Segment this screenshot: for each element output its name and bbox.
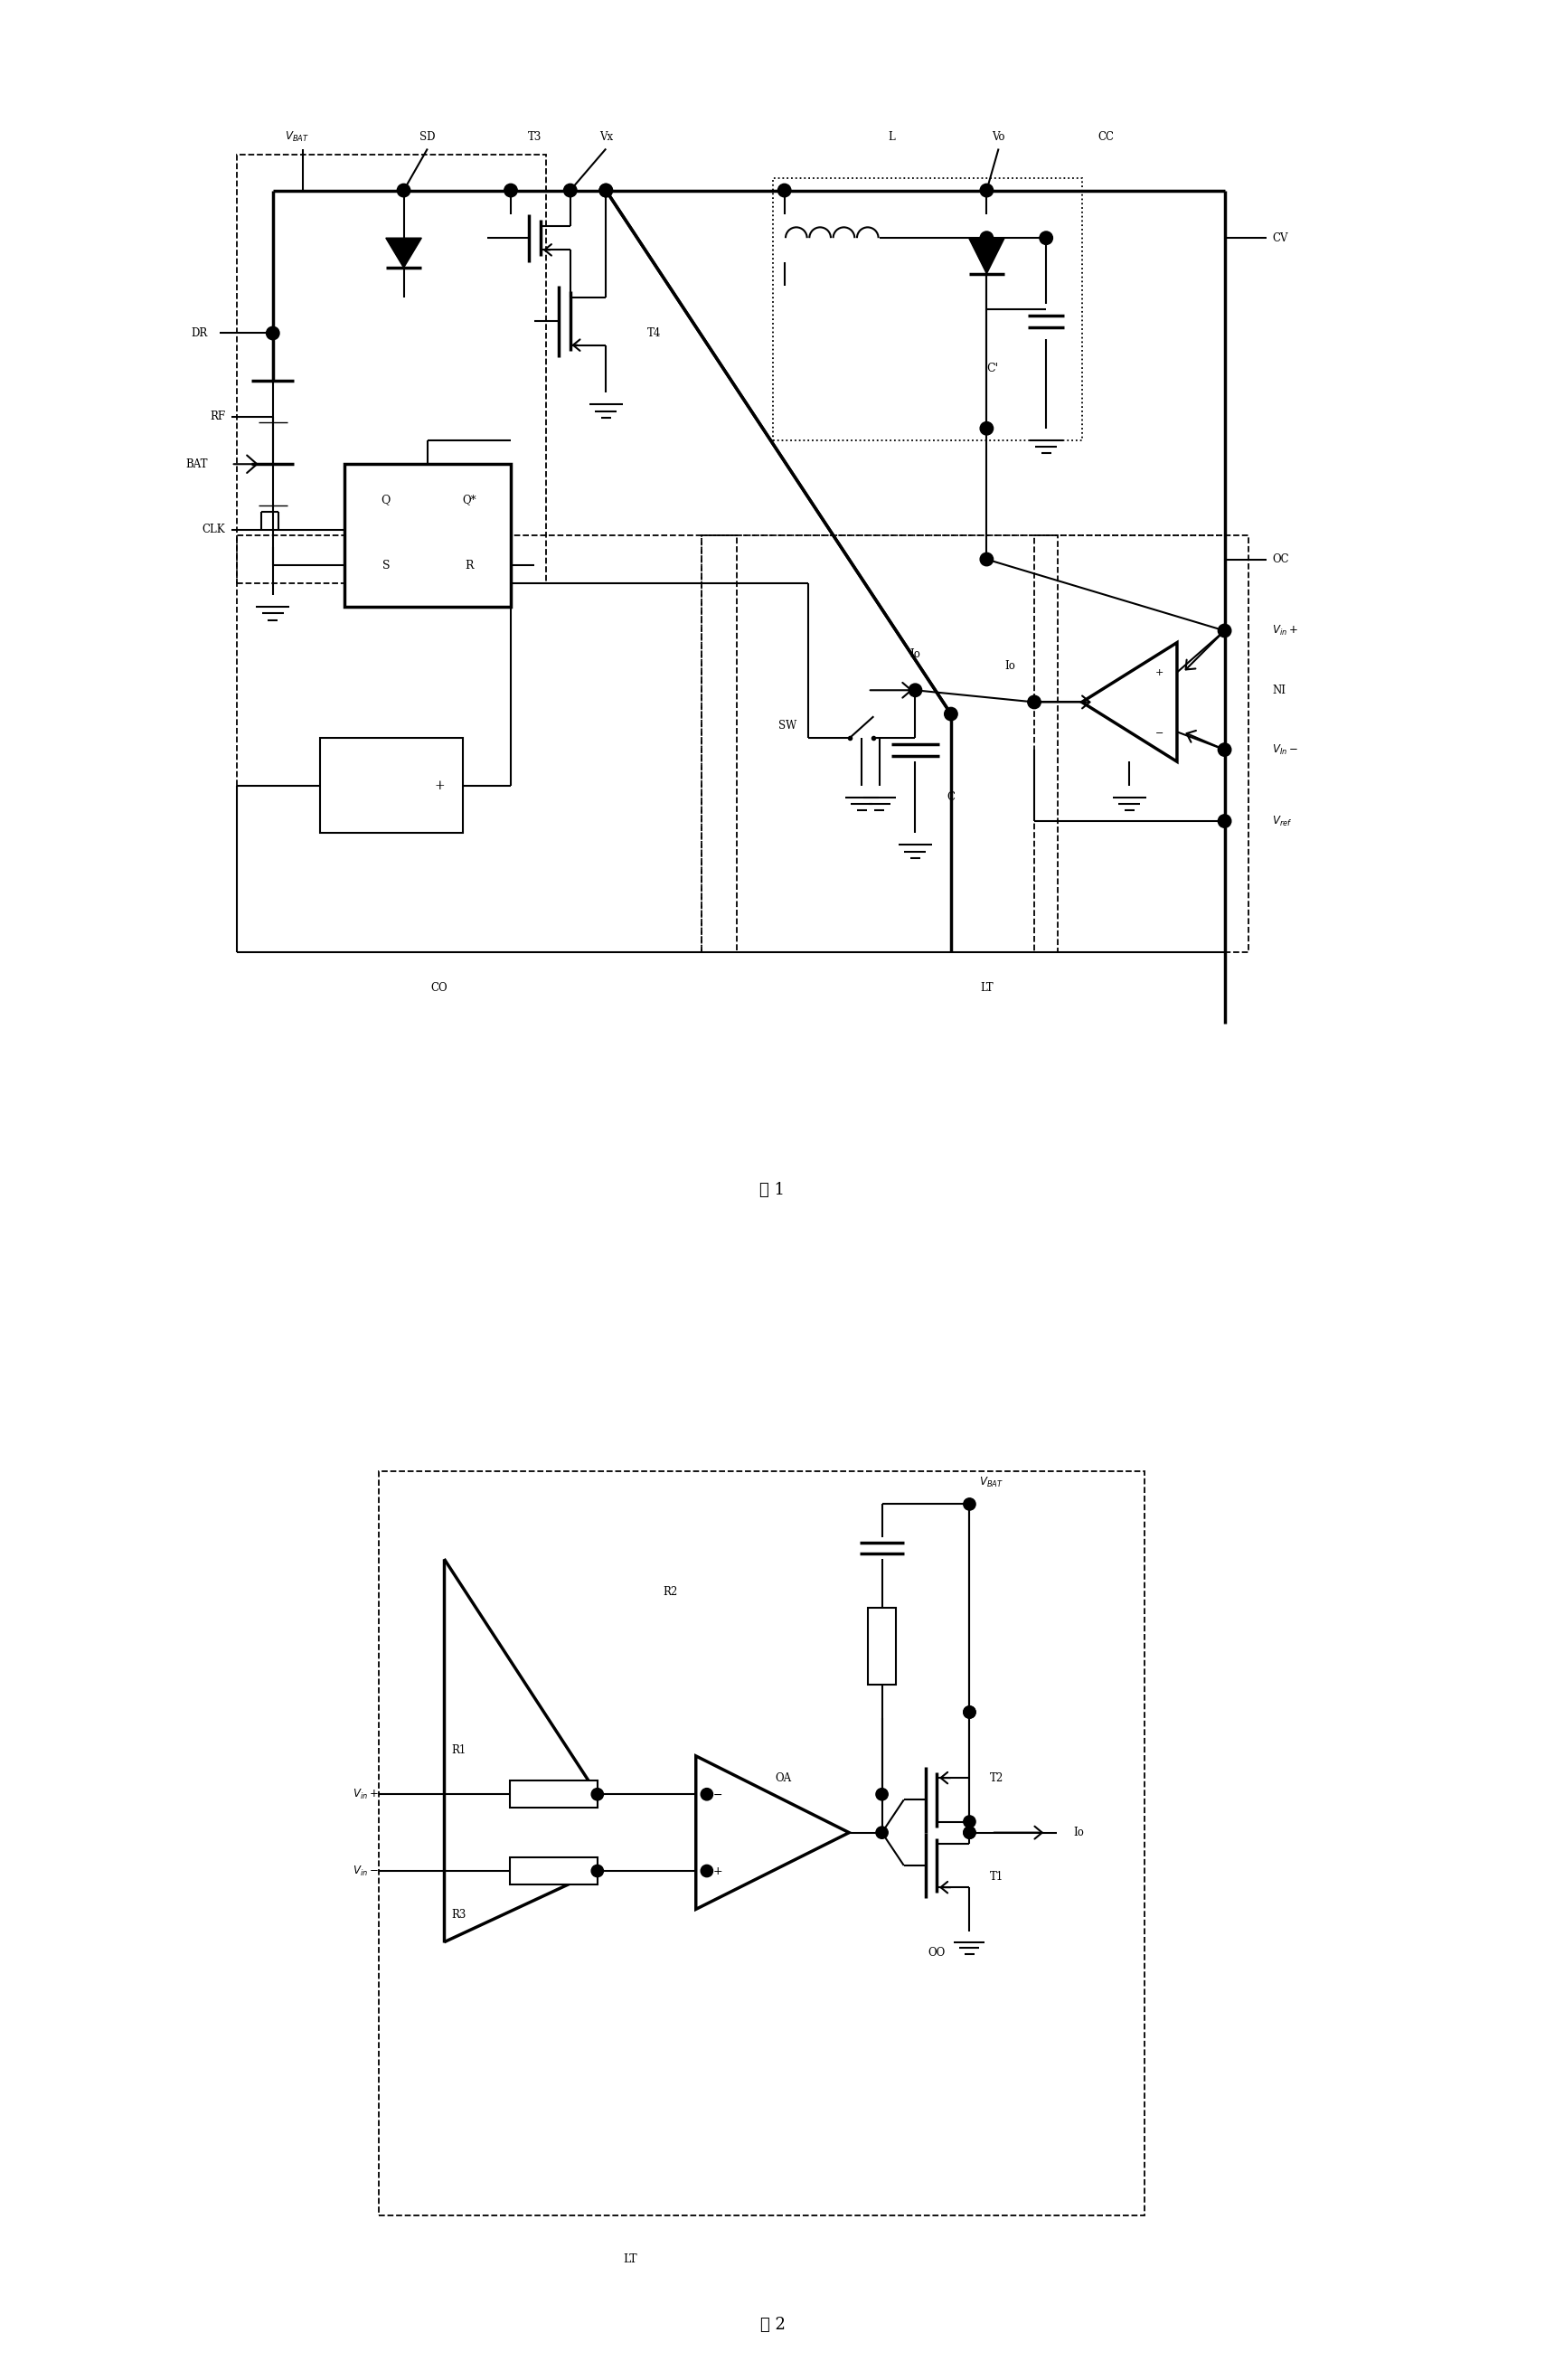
Circle shape bbox=[964, 1706, 975, 1718]
Circle shape bbox=[777, 183, 791, 198]
Circle shape bbox=[964, 1825, 975, 1840]
Circle shape bbox=[592, 1787, 604, 1799]
Circle shape bbox=[964, 1816, 975, 1828]
Circle shape bbox=[964, 1825, 975, 1840]
Text: NI: NI bbox=[1272, 685, 1285, 695]
Circle shape bbox=[944, 707, 958, 721]
Text: CLK: CLK bbox=[202, 524, 226, 536]
Bar bbox=[701, 536, 1058, 952]
Circle shape bbox=[964, 1706, 975, 1718]
Text: R1: R1 bbox=[451, 1745, 467, 1756]
Circle shape bbox=[980, 552, 993, 566]
Polygon shape bbox=[969, 238, 1004, 274]
Text: OO: OO bbox=[929, 1947, 946, 1959]
Text: $+$: $+$ bbox=[1154, 666, 1163, 678]
Circle shape bbox=[980, 231, 993, 245]
Circle shape bbox=[980, 183, 993, 198]
Circle shape bbox=[980, 421, 993, 436]
Text: R3: R3 bbox=[451, 1909, 467, 1921]
Text: Vo: Vo bbox=[992, 131, 1006, 143]
Bar bbox=[236, 155, 547, 583]
Bar bbox=[772, 178, 1082, 440]
Circle shape bbox=[964, 1497, 975, 1511]
Text: OC: OC bbox=[1272, 555, 1289, 564]
Circle shape bbox=[599, 183, 612, 198]
Circle shape bbox=[599, 183, 612, 198]
Text: +: + bbox=[434, 778, 445, 793]
Circle shape bbox=[397, 183, 411, 198]
Text: $V_{in}-$: $V_{in}-$ bbox=[352, 1864, 379, 1878]
Circle shape bbox=[1040, 231, 1052, 245]
Text: $V_{BAT}$: $V_{BAT}$ bbox=[980, 1476, 1004, 1490]
Bar bbox=[320, 738, 464, 833]
Text: $+$: $+$ bbox=[712, 1866, 723, 1878]
Bar bbox=[1034, 536, 1248, 952]
Polygon shape bbox=[1082, 643, 1177, 762]
Text: T1: T1 bbox=[990, 1871, 1004, 1883]
Circle shape bbox=[592, 1866, 604, 1878]
Text: $V_{in}+$: $V_{in}+$ bbox=[352, 1787, 379, 1802]
Text: C': C' bbox=[987, 364, 998, 374]
Bar bbox=[510, 1856, 598, 1885]
Text: DR: DR bbox=[192, 328, 207, 338]
Text: 图 2: 图 2 bbox=[760, 2318, 785, 2332]
Text: LT: LT bbox=[980, 983, 993, 992]
Text: $V_{BAT}$: $V_{BAT}$ bbox=[284, 131, 309, 143]
Bar bbox=[379, 1471, 1145, 2216]
Text: Q: Q bbox=[382, 495, 391, 505]
Circle shape bbox=[266, 326, 280, 340]
Text: Q*: Q* bbox=[462, 495, 476, 505]
Polygon shape bbox=[386, 238, 422, 267]
Text: R: R bbox=[465, 559, 473, 571]
Text: $V_{ref}$: $V_{ref}$ bbox=[1272, 814, 1293, 828]
Text: T2: T2 bbox=[990, 1773, 1004, 1783]
Text: 图 1: 图 1 bbox=[760, 1183, 785, 1197]
Text: C: C bbox=[947, 793, 955, 802]
Text: S: S bbox=[382, 559, 389, 571]
Circle shape bbox=[564, 183, 576, 198]
Circle shape bbox=[1217, 624, 1231, 638]
Text: Vx: Vx bbox=[599, 131, 613, 143]
Bar bbox=[345, 464, 511, 607]
Circle shape bbox=[1217, 814, 1231, 828]
Text: SW: SW bbox=[779, 721, 796, 731]
Text: Io: Io bbox=[1074, 1828, 1085, 1837]
Text: CC: CC bbox=[1097, 131, 1114, 143]
Text: T4: T4 bbox=[647, 328, 661, 338]
Circle shape bbox=[876, 1787, 888, 1799]
Bar bbox=[701, 536, 1225, 952]
Text: $V_{In}-$: $V_{In}-$ bbox=[1272, 743, 1298, 757]
Text: RF: RF bbox=[210, 412, 226, 421]
Circle shape bbox=[1027, 695, 1041, 709]
Text: T3: T3 bbox=[527, 131, 541, 143]
Text: L: L bbox=[888, 131, 895, 143]
Bar bbox=[868, 1609, 896, 1685]
Text: CV: CV bbox=[1272, 233, 1289, 243]
Text: Io: Io bbox=[1006, 662, 1015, 671]
Text: CO: CO bbox=[431, 983, 448, 992]
Text: $-$: $-$ bbox=[1154, 728, 1163, 735]
Circle shape bbox=[1217, 743, 1231, 757]
Circle shape bbox=[876, 1825, 888, 1840]
Text: Io: Io bbox=[910, 650, 921, 659]
Bar bbox=[510, 1780, 598, 1809]
Text: LT: LT bbox=[623, 2254, 637, 2266]
Circle shape bbox=[701, 1866, 712, 1878]
Text: BAT: BAT bbox=[185, 459, 207, 469]
Text: SD: SD bbox=[420, 131, 436, 143]
Bar bbox=[236, 536, 737, 952]
Polygon shape bbox=[695, 1756, 850, 1909]
Circle shape bbox=[908, 683, 922, 697]
Circle shape bbox=[504, 183, 518, 198]
Text: $-$: $-$ bbox=[712, 1787, 723, 1799]
Text: $V_{in}+$: $V_{in}+$ bbox=[1272, 624, 1298, 638]
Text: OA: OA bbox=[776, 1773, 791, 1783]
Text: R2: R2 bbox=[663, 1585, 678, 1597]
Circle shape bbox=[701, 1787, 712, 1799]
